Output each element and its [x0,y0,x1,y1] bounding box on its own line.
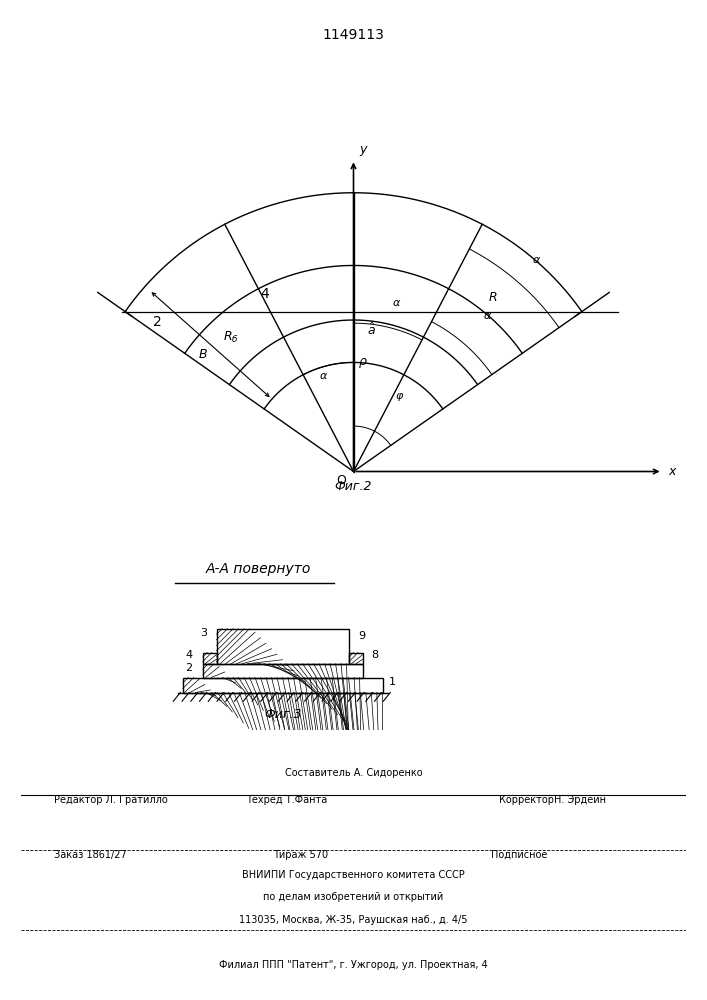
Text: Составитель А. Сидоренко: Составитель А. Сидоренко [285,768,422,778]
Text: 4: 4 [185,650,192,660]
Text: 2: 2 [153,315,162,329]
Text: $R_б$: $R_б$ [223,330,239,345]
Bar [349,652,363,664]
Text: Фиг.3: Фиг.3 [264,708,302,720]
Text: ВНИИПИ Государственного комитета СССР: ВНИИПИ Государственного комитета СССР [242,870,465,880]
Text: 1: 1 [390,677,397,687]
Text: Подписное: Подписное [491,850,548,860]
Text: А-А повернуто: А-А повернуто [205,562,311,576]
Text: по делам изобретений и открытий: по делам изобретений и открытий [264,892,443,902]
Text: B: B [199,348,208,361]
Text: 2: 2 [185,663,192,673]
Text: $\rho$: $\rho$ [358,356,368,370]
Text: Тираж 570: Тираж 570 [273,850,328,860]
Text: $\varphi$: $\varphi$ [395,391,404,403]
Text: 113035, Москва, Ж-35, Раушская наб., д. 4/5: 113035, Москва, Ж-35, Раушская наб., д. … [239,915,468,925]
Text: 9: 9 [358,631,365,641]
Bar [203,664,363,678]
Text: Заказ 1861/27: Заказ 1861/27 [54,850,127,860]
Text: $\alpha$: $\alpha$ [392,298,402,308]
Text: y: y [360,143,367,156]
Text: $\alpha$: $\alpha$ [532,255,542,265]
Text: 3: 3 [201,628,208,638]
Text: $\alpha$: $\alpha$ [484,311,493,321]
Text: Фиг.2: Фиг.2 [334,480,373,493]
Text: 4: 4 [260,287,269,301]
Text: Филиал ППП "Патент", г. Ужгород, ул. Проектная, 4: Филиал ППП "Патент", г. Ужгород, ул. Про… [219,960,488,970]
Text: Техред Т.Фанта: Техред Т.Фанта [247,795,327,805]
Text: O: O [337,474,346,487]
Text: x: x [669,465,676,478]
Text: R: R [489,291,498,304]
Bar [203,652,216,664]
Text: $\hat{a}$: $\hat{a}$ [367,322,376,338]
Text: $\alpha$: $\alpha$ [319,371,328,381]
Bar [216,629,349,664]
Text: 8: 8 [372,650,379,660]
Text: 1149113: 1149113 [322,28,385,42]
Text: КорректорН. Эрдейн: КорректорН. Эрдейн [499,795,607,805]
Text: Редактор Л. Гратилло: Редактор Л. Гратилло [54,795,168,805]
Bar [183,678,382,692]
